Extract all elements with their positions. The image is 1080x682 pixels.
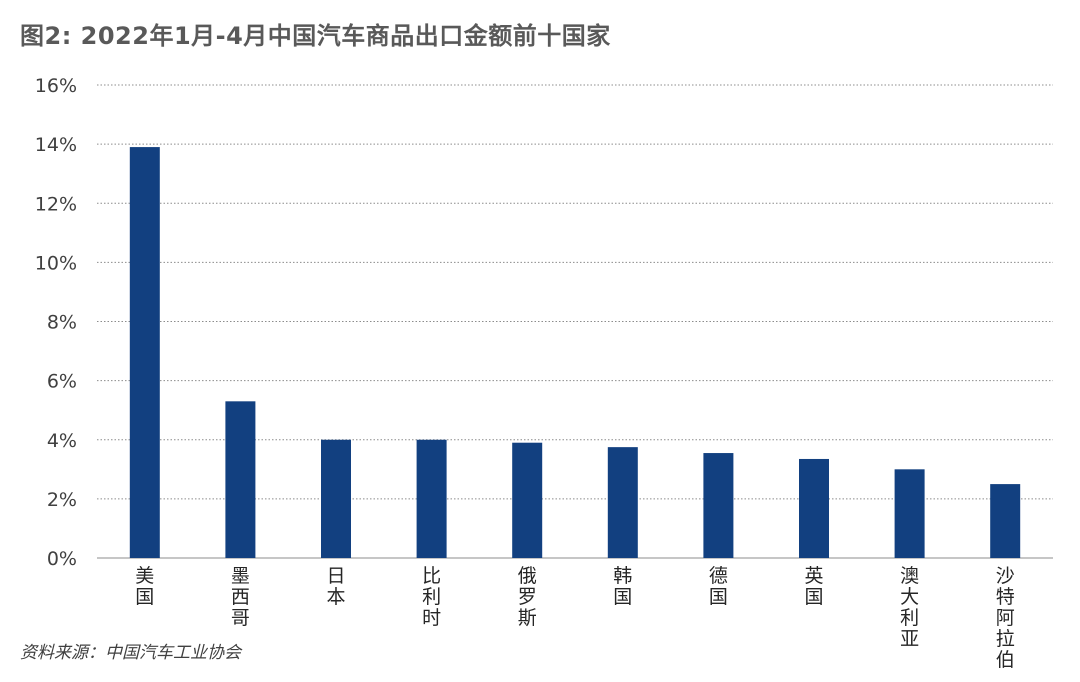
bar — [703, 453, 734, 558]
bar — [894, 469, 925, 558]
x-tick-label: 沙特阿拉伯 — [996, 565, 1015, 671]
source-note: 资料来源：中国汽车工业协会 — [20, 643, 241, 663]
y-tick-label: 14% — [35, 134, 77, 156]
y-tick-label: 6% — [47, 371, 77, 393]
chart-title: 图2: 2022年1月-4月中国汽车商品出口金额前十国家 — [20, 22, 611, 50]
x-tick-label: 墨西哥 — [231, 565, 250, 629]
bar — [512, 442, 543, 558]
y-tick-label: 12% — [35, 193, 77, 215]
bar — [990, 484, 1021, 558]
x-tick-label: 韩国 — [613, 565, 632, 608]
x-tick-label: 澳大利亚 — [900, 565, 919, 650]
bar — [607, 447, 638, 558]
x-axis-category-labels: 美国 墨西哥 日本 比利时 俄罗斯 韩国 德国 英国 澳大利亚 沙特阿拉伯 — [135, 565, 1014, 671]
bar — [321, 439, 351, 558]
grid-lines — [97, 84, 1053, 559]
x-tick-label: 德国 — [709, 565, 728, 608]
y-tick-label: 8% — [47, 312, 77, 334]
x-tick-label: 英国 — [804, 565, 823, 608]
bar — [416, 439, 447, 558]
y-tick-label: 2% — [47, 489, 77, 511]
y-tick-label: 10% — [35, 252, 77, 274]
bar — [129, 147, 160, 559]
y-tick-label: 16% — [35, 75, 77, 97]
bar — [799, 458, 829, 558]
x-tick-label: 日本 — [326, 565, 345, 608]
y-axis-tick-labels: 0% 2% 4% 6% 8% 10% 12% 14% 16% — [35, 75, 77, 570]
bars — [129, 147, 1021, 559]
x-tick-label: 俄罗斯 — [518, 565, 537, 629]
x-tick-label: 美国 — [135, 565, 154, 608]
x-tick-label: 比利时 — [422, 565, 441, 629]
y-tick-label: 4% — [47, 430, 77, 452]
y-tick-label: 0% — [47, 548, 77, 570]
bar — [225, 401, 256, 558]
